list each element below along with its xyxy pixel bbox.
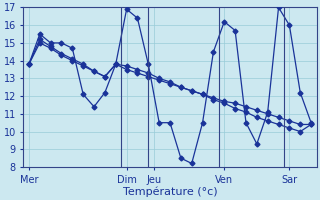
X-axis label: Température (°c): Température (°c)	[123, 186, 217, 197]
